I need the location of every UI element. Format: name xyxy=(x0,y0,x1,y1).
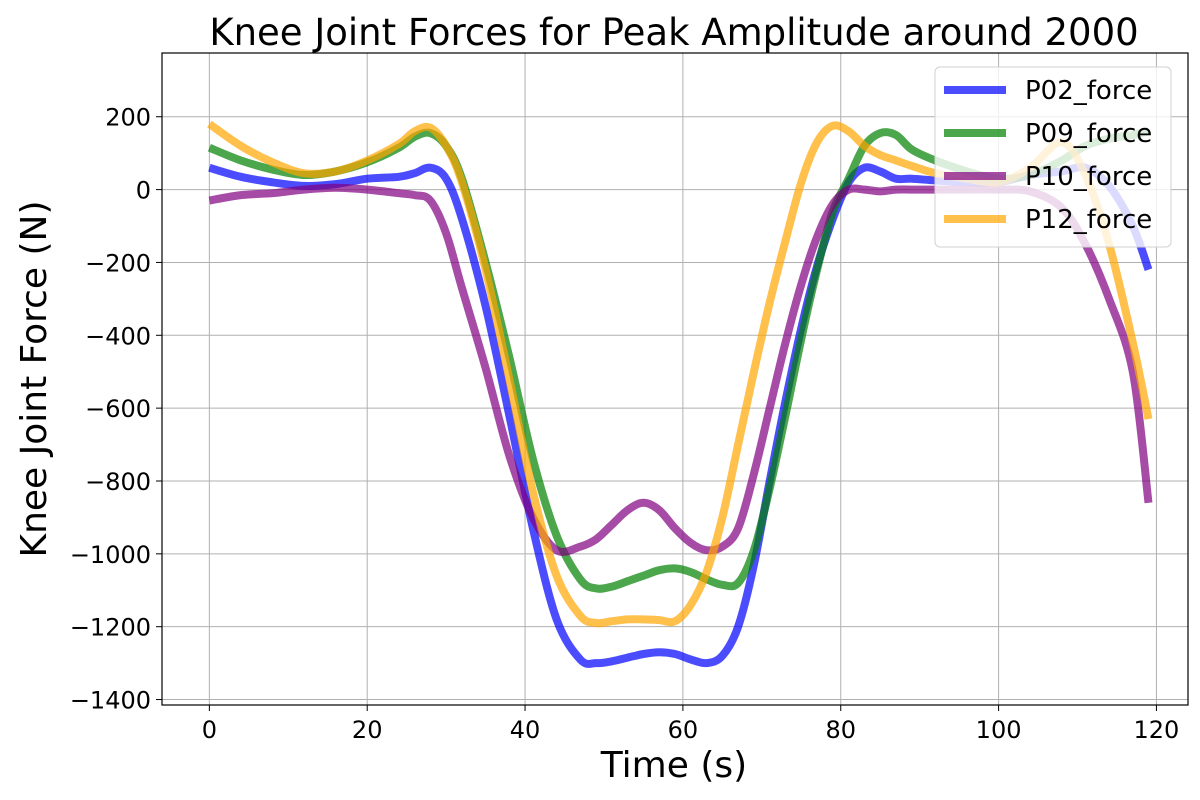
chart-title: Knee Joint Forces for Peak Amplitude aro… xyxy=(209,11,1138,54)
y-tick-label: 0 xyxy=(136,177,151,205)
legend-label-p12-force: P12_force xyxy=(1025,205,1152,235)
y-tick-label: −600 xyxy=(85,395,151,423)
x-tick-label: 40 xyxy=(510,716,541,744)
legend-label-p10-force: P10_force xyxy=(1025,162,1152,192)
y-tick-label: −1400 xyxy=(70,687,151,715)
axis-ticks: 0 20 40 60 80 100 120 200 0 −200 −400 −600 −800 −1000… xyxy=(70,104,1180,744)
y-axis-label: Knee Joint Force (N) xyxy=(14,200,55,557)
x-tick-label: 0 xyxy=(202,716,217,744)
x-tick-label: 120 xyxy=(1134,716,1180,744)
x-tick-label: 80 xyxy=(825,716,856,744)
y-tick-label: −1000 xyxy=(70,541,151,569)
y-tick-label: −1200 xyxy=(70,614,151,642)
legend-label-p09-force: P09_force xyxy=(1025,119,1152,149)
y-tick-label: 200 xyxy=(105,104,151,132)
x-axis-label: Time (s) xyxy=(600,745,747,786)
legend-box xyxy=(934,66,1172,248)
x-tick-label: 20 xyxy=(352,716,383,744)
x-tick-label: 60 xyxy=(668,716,699,744)
legend: P02_force P09_force P10_force P12_force xyxy=(934,66,1172,248)
y-tick-label: −400 xyxy=(85,322,151,350)
plot-frame xyxy=(161,52,1189,706)
y-tick-label: −800 xyxy=(85,468,151,496)
legend-label-p02-force: P02_force xyxy=(1025,76,1152,106)
x-tick-label: 100 xyxy=(976,716,1022,744)
y-tick-label: −200 xyxy=(85,249,151,277)
